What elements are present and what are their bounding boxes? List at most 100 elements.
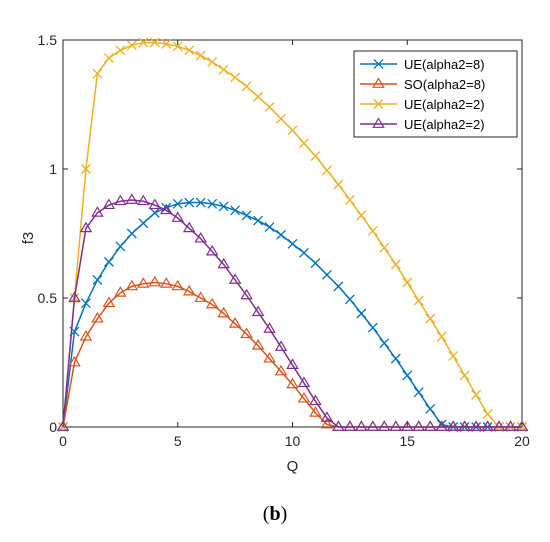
data-point <box>92 274 103 285</box>
data-point <box>274 340 288 351</box>
caption-close-paren: ) <box>280 503 288 525</box>
data-point <box>276 229 286 240</box>
y-tick-label: 1.5 <box>38 32 58 48</box>
data-point <box>79 330 93 341</box>
data-point <box>138 37 149 48</box>
data-point <box>137 194 150 206</box>
data-point <box>366 420 380 431</box>
data-point <box>205 297 219 309</box>
data-point <box>274 364 288 376</box>
data-point <box>91 311 104 323</box>
data-point <box>126 40 137 51</box>
data-point <box>79 221 93 233</box>
data-point <box>332 420 345 431</box>
data-point <box>114 286 127 297</box>
data-point <box>182 284 196 296</box>
data-point <box>172 41 183 52</box>
data-point <box>309 394 322 406</box>
series-line <box>62 201 522 428</box>
data-point <box>333 179 344 190</box>
legend: UE(alpha2=8) SO(alpha2=8) UE(alpha2=2) UE(a… <box>353 50 518 138</box>
data-point <box>367 225 378 236</box>
data-point <box>114 194 127 206</box>
data-point <box>276 113 286 124</box>
data-point <box>148 275 162 287</box>
data-point <box>80 298 91 309</box>
data-point <box>230 205 241 216</box>
data-point <box>240 288 253 300</box>
series-2 <box>56 275 529 431</box>
data-point <box>400 420 414 431</box>
legend-entry: UE(alpha2=8) <box>360 57 485 72</box>
data-point <box>68 291 81 302</box>
data-point <box>309 406 322 417</box>
data-point <box>92 68 103 79</box>
data-point <box>366 420 380 431</box>
data-point <box>159 203 173 215</box>
legend-label: SO(alpha2=8) <box>404 77 485 92</box>
data-point <box>343 420 357 431</box>
x-tick-label: 0 <box>59 433 67 449</box>
data-point <box>182 221 196 233</box>
legend-marker <box>372 77 385 88</box>
data-point <box>492 420 506 431</box>
data-point <box>149 207 160 218</box>
data-point <box>56 420 70 431</box>
legend-entry: SO(alpha2=8) <box>360 77 485 92</box>
data-point <box>299 247 309 258</box>
data-point <box>207 198 218 209</box>
data-point <box>355 420 368 431</box>
data-point <box>230 72 241 83</box>
data-point <box>321 269 332 280</box>
data-point <box>115 45 126 56</box>
caption-letter: b <box>269 503 281 525</box>
data-point <box>184 197 195 208</box>
data-point <box>356 308 367 319</box>
data-point <box>378 420 391 431</box>
data-point <box>264 102 275 113</box>
x-tick-label: 20 <box>514 433 530 449</box>
series-group <box>56 37 529 432</box>
data-point <box>286 377 299 389</box>
data-point <box>161 38 172 49</box>
legend-marker <box>372 117 385 128</box>
data-point <box>481 420 494 431</box>
data-point <box>125 193 139 204</box>
data-point <box>125 279 139 291</box>
data-point <box>297 376 311 388</box>
y-axis-label: f3 <box>20 232 37 245</box>
data-point <box>515 420 529 431</box>
data-point <box>344 294 355 305</box>
data-point <box>436 331 447 342</box>
data-point <box>425 313 436 324</box>
series-1 <box>58 197 527 432</box>
data-point <box>412 420 426 431</box>
legend-label: UE(alpha2=2) <box>404 97 485 112</box>
data-point <box>413 295 424 306</box>
data-point <box>389 420 403 431</box>
data-point <box>217 306 230 318</box>
y-tick-label: 0.5 <box>38 290 58 306</box>
legend-marker <box>373 99 384 109</box>
data-point <box>320 417 334 429</box>
data-point <box>195 197 206 208</box>
data-point <box>115 241 126 252</box>
line-chart: 0 5 10 15 20 0 0.5 1 1.5 Q f3 UE(alpha2=8) SO(alp… <box>20 32 530 475</box>
data-point <box>207 56 218 67</box>
data-point <box>137 277 150 288</box>
data-point <box>195 50 206 61</box>
y-tick-label: 0 <box>49 419 57 435</box>
data-point <box>435 420 448 431</box>
data-point <box>469 420 483 431</box>
data-point <box>482 409 493 420</box>
data-point <box>310 258 321 269</box>
data-point <box>217 257 230 269</box>
x-tick-label: 5 <box>174 433 182 449</box>
caption-open-paren: ( <box>262 503 270 525</box>
data-point <box>241 210 252 221</box>
data-point <box>320 411 334 422</box>
data-point <box>378 420 391 431</box>
legend-label: UE(alpha2=8) <box>404 57 485 72</box>
data-point <box>149 37 160 48</box>
data-point <box>344 195 355 205</box>
